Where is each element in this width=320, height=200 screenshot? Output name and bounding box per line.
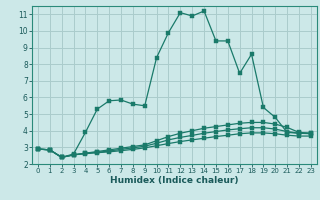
X-axis label: Humidex (Indice chaleur): Humidex (Indice chaleur) bbox=[110, 176, 239, 185]
